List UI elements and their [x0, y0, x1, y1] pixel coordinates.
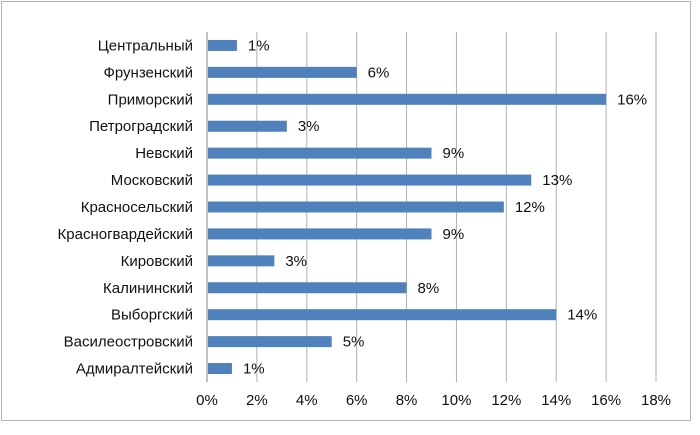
data-label: 3% [285, 253, 307, 270]
data-label: 16% [617, 91, 647, 108]
bar [208, 66, 357, 78]
data-label: 13% [542, 172, 572, 189]
category-label: Выборгский [111, 307, 193, 324]
x-tick-label: 12% [491, 392, 521, 409]
category-label: Фрунзенский [103, 64, 193, 81]
data-label: 9% [443, 145, 465, 162]
x-tick-label: 6% [346, 392, 368, 409]
x-tick-label: 0% [196, 392, 218, 409]
data-label: 1% [243, 361, 265, 378]
chart-frame: 0% 2% 4% 6% 8% 10% 12% 14% 16% 18% Центральный 1% Фр… [1, 1, 691, 421]
x-tick-label: 2% [246, 392, 268, 409]
data-label: 14% [567, 307, 597, 324]
data-label: 9% [443, 226, 465, 243]
bar [208, 174, 532, 186]
bar [208, 309, 557, 321]
bar [208, 39, 237, 51]
bar [208, 120, 287, 132]
bar [208, 255, 275, 267]
data-label: 12% [515, 199, 545, 216]
x-tick-label: 4% [296, 392, 318, 409]
x-tick-label: 8% [396, 392, 418, 409]
bar [208, 282, 407, 294]
category-label: Центральный [98, 37, 193, 54]
bar [208, 93, 607, 105]
category-label: Невский [135, 145, 193, 162]
chart-svg: 0% 2% 4% 6% 8% 10% 12% 14% 16% 18% Центральный 1% Фр… [58, 32, 671, 409]
bar [208, 201, 504, 213]
category-label: Калининский [103, 280, 193, 297]
x-tick-label: 18% [641, 392, 671, 409]
category-label: Красносельский [81, 199, 193, 216]
category-label: Адмиралтейский [76, 361, 193, 378]
bar [208, 336, 332, 348]
data-label: 8% [418, 280, 440, 297]
data-label: 5% [343, 334, 365, 351]
bar [208, 228, 432, 240]
category-label: Василеостровский [64, 334, 193, 351]
category-label: Петроградский [89, 118, 193, 135]
data-label: 6% [368, 64, 390, 81]
category-label: Приморский [108, 91, 193, 108]
x-tick-label: 10% [441, 392, 471, 409]
data-label: 1% [248, 37, 270, 54]
category-label: Кировский [121, 253, 193, 270]
x-tick-label: 16% [591, 392, 621, 409]
x-tick-label: 14% [541, 392, 571, 409]
data-label: 3% [298, 118, 320, 135]
bar [208, 363, 232, 375]
bar [208, 147, 432, 159]
category-label: Красногвардейский [58, 226, 193, 243]
category-label: Московский [111, 172, 193, 189]
